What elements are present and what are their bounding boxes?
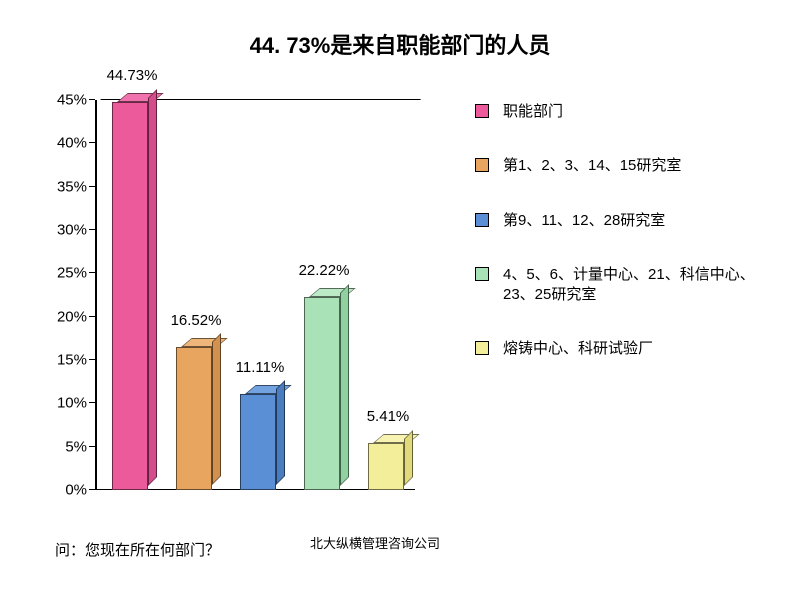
bar-side [340,284,349,486]
legend-label: 职能部门 [503,102,563,122]
bar: 5.41% [368,443,404,490]
legend-label: 第1、2、3、14、15研究室 [503,156,681,176]
y-tick [89,142,95,143]
bar-value-label: 16.52% [156,312,236,347]
bar-value-label: 44.73% [92,67,172,102]
y-tick [89,272,95,273]
bar: 22.22% [304,297,340,490]
y-tick [89,446,95,447]
bar-front [368,443,404,490]
legend-item: 4、5、6、计量中心、21、科信中心、23、25研究室 [475,265,755,306]
footer-question: 问：您现在所在何部门？ [55,539,220,560]
bar-side [212,333,221,485]
chart-plot-area: 0%5%10%15%20%25%30%35%40%45% 44.73%16.52… [95,100,415,490]
legend-swatch [475,158,489,172]
y-tick-label: 5% [65,438,87,455]
legend: 职能部门第1、2、3、14、15研究室第9、11、12、28研究室 4、5、6、计… [475,102,755,394]
y-tick-label: 45% [57,92,87,109]
bar-value-label: 5.41% [348,408,428,443]
legend-label: 第9、11、12、28研究室 [503,211,665,231]
bar: 44.73% [112,102,148,490]
legend-item: 职能部门 [475,102,755,122]
bar-front [304,297,340,490]
y-tick-label: 10% [57,395,87,412]
chart-title: 44. 73%是来自职能部门的人员 [0,28,800,60]
legend-label: 4、5、6、计量中心、21、科信中心、23、25研究室 [503,265,755,306]
legend-item: 熔铸中心、科研试验厂 [475,339,755,359]
bar-side [148,89,157,486]
y-tick-label: 25% [57,265,87,282]
y-tick-label: 40% [57,135,87,152]
legend-label: 熔铸中心、科研试验厂 [503,339,653,359]
y-tick [89,489,95,490]
y-tick [89,229,95,230]
legend-swatch [475,267,489,281]
y-tick [89,186,95,187]
legend-item: 第1、2、3、14、15研究室 [475,156,755,176]
legend-item: 第9、11、12、28研究室 [475,211,755,231]
y-tick-label: 35% [57,178,87,195]
y-axis [95,100,97,490]
legend-swatch [475,213,489,227]
bar-value-label: 11.11% [220,359,300,394]
bar: 11.11% [240,394,276,490]
y-tick-label: 0% [65,482,87,499]
bar-side [276,380,285,485]
legend-swatch [475,341,489,355]
y-tick-label: 15% [57,352,87,369]
footer-credit: 北大纵横管理咨询公司 [310,533,440,552]
y-tick-label: 30% [57,222,87,239]
bar-front [240,394,276,490]
y-tick [89,359,95,360]
legend-swatch [475,104,489,118]
bar-front [112,102,148,490]
y-tick [89,402,95,403]
bar: 16.52% [176,347,212,490]
y-tick-label: 20% [57,308,87,325]
y-tick [89,316,95,317]
bar-value-label: 22.22% [284,262,364,297]
bar-front [176,347,212,490]
